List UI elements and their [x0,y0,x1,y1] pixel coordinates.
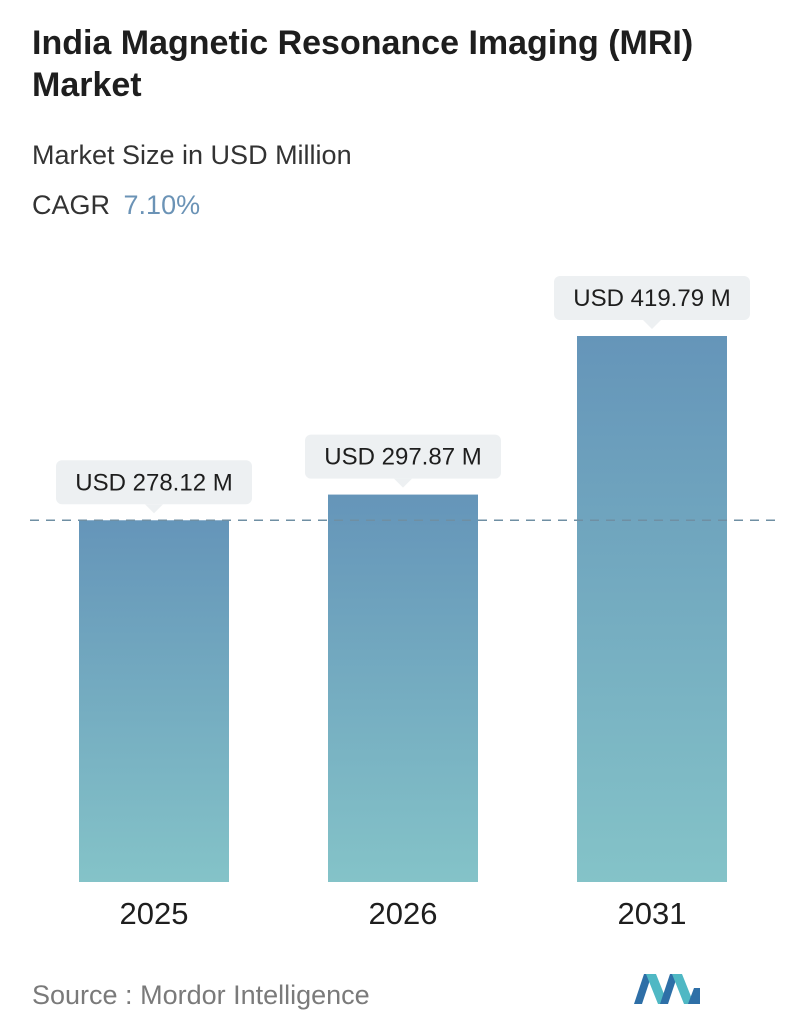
x-axis-ticks: 2025 2026 2031 [120,896,687,931]
data-label-box [56,460,252,505]
chart-title: India Magnetic Resonance Imaging (MRI) M… [32,24,694,104]
x-tick-label-2025: 2025 [120,896,189,931]
x-tick-label-2031: 2031 [618,896,687,931]
data-label-pointer [394,478,412,488]
bar-2025 [79,520,229,882]
chart-subtitle: Market Size in USD Million [32,140,352,170]
x-tick-label-2026: 2026 [369,896,438,931]
cagr-text: CAGR 7.10% [32,190,200,221]
data-labels-layer: USD 278.12 M USD 297.87 M USD 419.79 M [56,276,750,514]
bar-2031 [577,336,727,882]
data-label-pointer [643,320,661,329]
data-label-2031: USD 419.79 M [554,276,750,329]
bar-chart: USD 278.12 M USD 297.87 M USD 419.79 M 202… [30,276,782,931]
source-text: Source : Mordor Intelligence [32,980,370,1011]
data-label-pointer [145,504,163,514]
source-name: Mordor Intelligence [140,980,370,1010]
data-label-2026: USD 297.87 M [305,434,501,488]
data-label-box [554,276,750,320]
bar-2026 [328,494,478,882]
data-label-2025: USD 278.12 M [56,460,252,514]
data-label-text: USD 297.87 M [324,444,481,471]
cagr-value: 7.10% [123,190,201,220]
data-label-text: USD 278.12 M [75,469,232,496]
data-label-box [305,434,501,479]
bars-layer [79,336,727,882]
data-label-text: USD 419.79 M [573,285,730,312]
cagr-label: CAGR [32,190,111,220]
mordor-logo-icon [634,974,700,1004]
source-label: Source : [32,980,133,1010]
